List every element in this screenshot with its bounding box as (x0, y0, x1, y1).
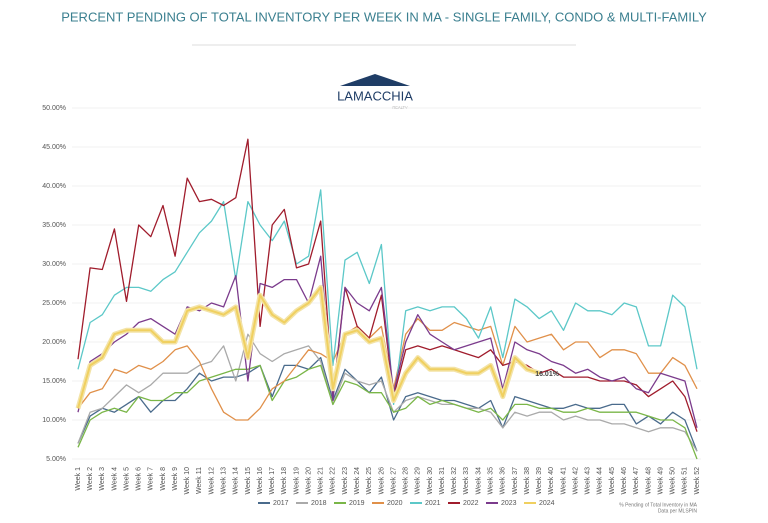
series-line (77, 286, 540, 409)
x-tick-label: Week 37 (512, 467, 519, 495)
x-tick-label: Week 19 (293, 467, 300, 495)
y-tick-label: 50.00% (42, 105, 66, 112)
x-tick-label: Week 2 (87, 467, 94, 491)
series-line (77, 356, 698, 452)
x-tick-label: Week 8 (160, 467, 167, 491)
x-tick-label: Week 45 (609, 467, 616, 495)
x-tick-label: Week 21 (318, 467, 325, 495)
note: Data per MLSPIN (658, 508, 698, 514)
y-tick-label: 30.00% (42, 261, 66, 268)
x-tick-label: Week 28 (403, 467, 410, 495)
x-tick-label: Week 49 (657, 467, 664, 495)
series-line (77, 138, 698, 432)
y-tick-label: 45.00% (42, 144, 66, 151)
x-tick-label: Week 7 (148, 467, 155, 491)
x-tick-label: Week 36 (500, 467, 507, 495)
x-tick-label: Week 25 (366, 467, 373, 495)
series-line (77, 333, 698, 452)
x-tick-label: Week 32 (451, 467, 458, 495)
note: % Pending of Total Inventory in MA (619, 502, 697, 508)
x-tick-label: Week 23 (342, 467, 349, 495)
x-tick-label: Week 48 (645, 467, 652, 495)
x-tick-label: Week 22 (330, 467, 337, 495)
x-tick-label: Week 1 (75, 467, 82, 491)
y-tick-label: 20.00% (42, 339, 66, 346)
legend-label: 2024 (539, 500, 555, 507)
logo-roof (340, 74, 410, 86)
x-tick-label: Week 15 (245, 467, 252, 495)
x-tick-label: Week 47 (633, 467, 640, 495)
legend-label: 2018 (311, 500, 327, 507)
x-tick-label: Week 34 (475, 467, 482, 495)
logo-name: LAMACCHIA (337, 88, 413, 103)
x-tick-label: Week 52 (694, 467, 701, 495)
legend-label: 2020 (387, 500, 403, 507)
y-tick-label: 35.00% (42, 222, 66, 229)
y-tick-label: 40.00% (42, 183, 66, 190)
y-tick-label: 25.00% (42, 300, 66, 307)
x-tick-label: Week 18 (281, 467, 288, 495)
series-line (77, 189, 698, 406)
x-tick-label: Week 33 (463, 467, 470, 495)
x-tick-label: Week 3 (99, 467, 106, 491)
x-tick-label: Week 42 (572, 467, 579, 495)
x-tick-label: Week 51 (682, 467, 689, 495)
series-line (77, 364, 698, 460)
x-tick-label: Week 31 (439, 467, 446, 495)
x-tick-label: Week 27 (390, 467, 397, 495)
x-tick-label: Week 40 (548, 467, 555, 495)
x-tick-label: Week 41 (560, 467, 567, 495)
x-tick-label: Week 11 (196, 467, 203, 494)
x-tick-label: Week 24 (354, 467, 361, 495)
x-tick-label: Week 38 (524, 467, 531, 495)
legend-label: 2019 (349, 500, 365, 507)
x-tick-label: Week 13 (220, 467, 227, 495)
x-tick-label: Week 12 (208, 467, 215, 495)
x-tick-label: Week 50 (670, 467, 677, 495)
x-tick-label: Week 43 (585, 467, 592, 495)
x-tick-label: Week 6 (136, 467, 143, 491)
legend-label: 2022 (463, 500, 479, 507)
x-tick-label: Week 30 (427, 467, 434, 495)
chart-title: PERCENT PENDING OF TOTAL INVENTORY PER W… (61, 9, 707, 24)
x-tick-label: Week 17 (269, 467, 276, 495)
y-tick-label: 15.00% (42, 378, 66, 385)
x-tick-label: Week 4 (111, 467, 118, 491)
x-tick-label: Week 9 (172, 467, 179, 491)
x-tick-label: Week 35 (488, 467, 495, 495)
y-tick-label: 10.00% (42, 417, 66, 424)
x-tick-label: Week 14 (233, 467, 240, 495)
x-tick-label: Week 44 (597, 467, 604, 495)
legend-label: 2017 (273, 500, 289, 507)
x-tick-label: Week 10 (184, 467, 191, 495)
x-tick-label: Week 29 (415, 467, 422, 495)
x-tick-label: Week 46 (621, 467, 628, 495)
x-tick-label: Week 26 (378, 467, 385, 495)
y-tick-label: 5.00% (46, 456, 66, 463)
legend-label: 2023 (501, 500, 517, 507)
annotation: 16.01% (535, 371, 560, 378)
x-tick-label: Week 16 (257, 467, 264, 495)
x-tick-label: Week 5 (123, 467, 130, 491)
legend-label: 2021 (425, 500, 441, 507)
x-tick-label: Week 20 (305, 467, 312, 495)
x-tick-label: Week 39 (536, 467, 543, 495)
series-glow (75, 284, 540, 409)
